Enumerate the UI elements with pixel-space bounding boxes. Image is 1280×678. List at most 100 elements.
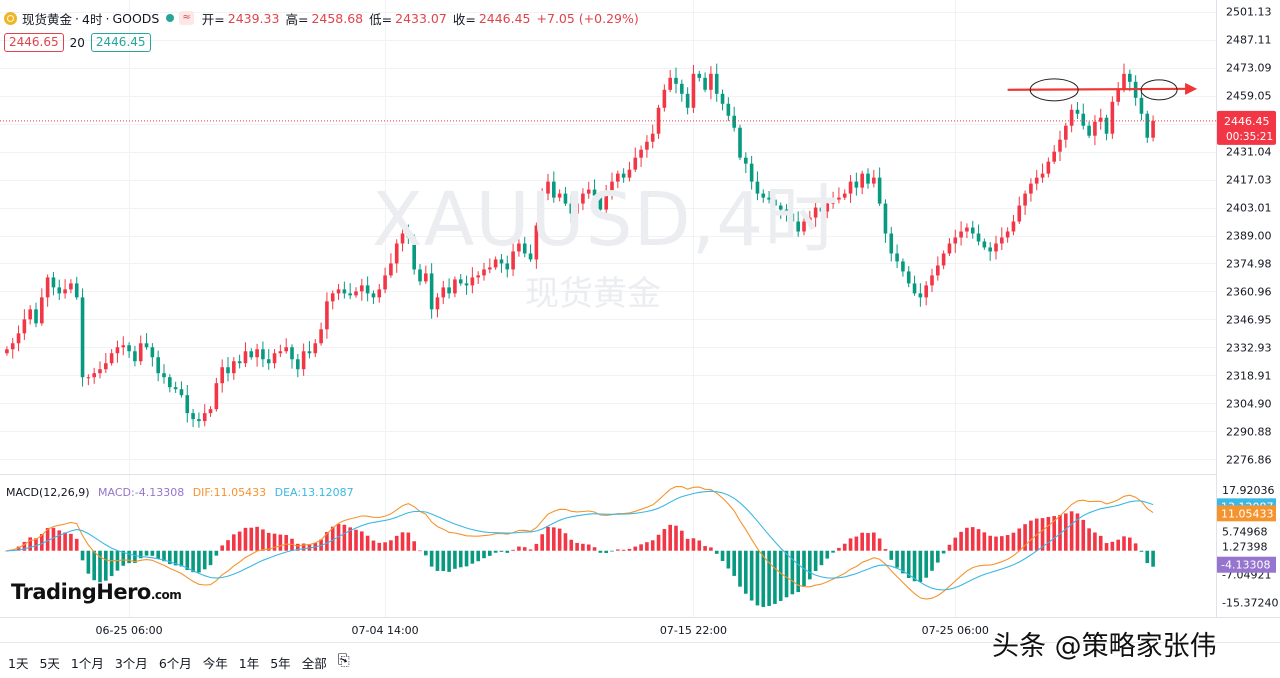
candle-body <box>790 213 795 222</box>
macd-bar <box>1069 511 1074 551</box>
macd-bar <box>953 537 958 551</box>
macd-bar <box>662 529 667 551</box>
macd-bar <box>773 550 777 604</box>
range-1y-button[interactable]: 1年 <box>238 656 260 671</box>
time-axis[interactable]: 06-25 06:00 07-04 14:00 07-15 22:00 07-25 0… <box>96 624 989 637</box>
macd-bar <box>453 550 457 569</box>
macd-tick-label: 17.92036 <box>1222 484 1275 497</box>
open-value: 2439.33 <box>227 10 280 26</box>
sell-button[interactable]: 2446.65 <box>4 33 64 52</box>
candle-body <box>313 343 318 354</box>
macd-bar <box>627 548 632 551</box>
macd-bar <box>604 550 608 553</box>
macd-bar <box>121 550 126 566</box>
price-tick-label: 2417.03 <box>1226 174 1272 187</box>
candle-body <box>860 173 864 188</box>
candle-body <box>901 261 905 272</box>
candle-body <box>377 289 382 298</box>
interval-label[interactable]: 4时 <box>82 11 103 27</box>
macd-bar <box>808 550 812 580</box>
macd-bar <box>1052 516 1056 551</box>
candle-body <box>493 259 498 268</box>
candle-body <box>301 351 306 370</box>
macd-label: MACD: <box>98 486 135 499</box>
candle-body <box>272 353 277 364</box>
price-axis[interactable]: 2501.13 2487.11 2473.09 2459.05 2431.04 2417.… <box>1217 6 1278 610</box>
macd-bar <box>16 546 21 551</box>
macd-bar <box>936 550 940 563</box>
candle-body <box>464 283 469 286</box>
candle-body <box>1098 117 1103 122</box>
range-3m-button[interactable]: 3个月 <box>114 656 148 671</box>
range-5d-button[interactable]: 5天 <box>39 656 60 671</box>
macd-bar <box>1133 543 1138 551</box>
calendar-range-icon[interactable]: ⎘ <box>337 651 350 669</box>
macd-bar <box>552 527 556 551</box>
candle-body <box>435 297 440 310</box>
macd-bar <box>924 550 928 578</box>
range-all-button[interactable]: 全部 <box>301 656 327 671</box>
macd-bar <box>412 541 416 551</box>
candle-body <box>808 217 812 222</box>
candle-body <box>732 115 736 128</box>
range-6m-button[interactable]: 6个月 <box>158 656 192 671</box>
time-tick-label: 07-25 06:00 <box>922 624 989 637</box>
candle-body <box>773 199 777 206</box>
macd-bar <box>872 532 876 551</box>
wave-icon[interactable]: ≈ <box>179 11 194 25</box>
candle-body <box>208 409 213 414</box>
macd-legend[interactable]: MACD(12,26,9) MACD:-4.13308 DIF:11.05433… <box>6 486 359 499</box>
range-1d-button[interactable]: 1天 <box>8 656 29 671</box>
range-1m-button[interactable]: 1个月 <box>70 656 104 671</box>
candle-body <box>918 293 923 298</box>
macd-bar <box>342 524 347 551</box>
macd-bar <box>80 550 85 561</box>
macd-bar <box>965 527 969 551</box>
macd-bar <box>895 550 899 568</box>
macd-bar <box>138 550 143 559</box>
range-5y-button[interactable]: 5年 <box>270 656 291 671</box>
symbol-name[interactable]: 现货黄金 <box>22 11 73 27</box>
macd-bar <box>470 550 475 564</box>
candle-body <box>837 197 841 200</box>
macd-bar <box>569 539 574 551</box>
macd-bar <box>540 534 544 551</box>
range-ytd-button[interactable]: 今年 <box>202 656 228 671</box>
candle-body <box>162 373 166 378</box>
macd-bar <box>982 532 987 551</box>
candle-body <box>354 291 358 296</box>
candle-body <box>912 283 917 294</box>
candle-body <box>970 227 975 234</box>
candle-body <box>296 359 300 370</box>
candle-body <box>1139 97 1144 114</box>
macd-bar <box>790 550 795 595</box>
candle-body <box>889 233 894 254</box>
buy-button[interactable]: 2446.45 <box>90 33 151 52</box>
candle-body <box>959 231 963 238</box>
candle-body <box>842 193 847 198</box>
price-tick-label: 2487.11 <box>1226 34 1272 47</box>
macd-bar <box>1110 541 1115 551</box>
candle-body <box>453 279 457 294</box>
grid-lines <box>0 0 1216 617</box>
macd-bar <box>691 538 696 551</box>
macd-bar <box>1064 513 1068 551</box>
macd-bar <box>173 550 178 566</box>
macd-bar <box>1023 524 1027 551</box>
macd-bar <box>28 537 32 551</box>
macd-bar <box>848 538 853 551</box>
candle-body <box>266 359 271 364</box>
candle-body <box>1000 237 1004 244</box>
macd-indicator-name[interactable]: MACD(12,26,9) <box>6 486 90 499</box>
candle-body <box>994 243 998 252</box>
candle-body <box>173 387 178 390</box>
candle-body <box>534 225 539 260</box>
candle-body <box>988 247 992 252</box>
candle-body <box>1069 109 1074 126</box>
macd-bar <box>330 526 335 551</box>
candle-body <box>104 363 108 370</box>
macd-bar <box>1029 520 1033 551</box>
macd-bar <box>272 533 277 551</box>
macd-histogram <box>5 511 1155 608</box>
